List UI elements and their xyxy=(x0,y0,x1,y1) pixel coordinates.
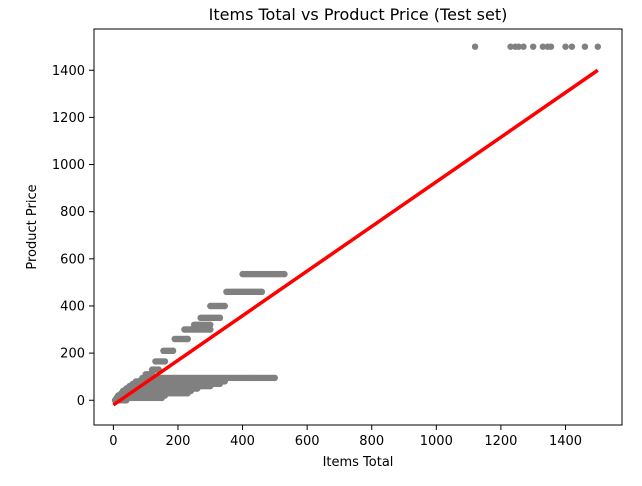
data-point-728 xyxy=(281,270,288,278)
y-tick-label-1000: 1000 xyxy=(52,158,85,173)
plot-area-frame xyxy=(93,28,623,426)
data-point-587 xyxy=(169,347,177,354)
chart-title: Items Total vs Product Price (Test set) xyxy=(209,5,508,24)
data-point-555 xyxy=(271,374,278,382)
data-point-756 xyxy=(562,43,569,50)
y-tick-label-1200: 1200 xyxy=(52,111,85,126)
x-tick-label-1400: 1400 xyxy=(549,434,582,449)
y-axis: 0 200 400 600 800 1000 1200 1400 xyxy=(52,64,94,409)
data-point-635 xyxy=(207,321,214,328)
x-tick-label-1000: 1000 xyxy=(420,434,453,449)
y-axis-label: Product Price xyxy=(25,184,40,269)
data-point-747 xyxy=(471,43,479,50)
data-point-752 xyxy=(530,43,537,50)
regression-line-layer xyxy=(112,68,599,407)
x-axis: 0 200 400 600 800 1000 1200 1400 xyxy=(109,425,582,449)
data-point-753 xyxy=(539,43,547,50)
x-tick-label-1200: 1200 xyxy=(484,434,517,449)
data-points xyxy=(111,43,601,404)
data-point-751 xyxy=(520,43,527,50)
data-point-665 xyxy=(221,302,228,310)
x-tick-label-800: 800 xyxy=(359,434,384,449)
y-tick-label-0: 0 xyxy=(77,394,85,409)
y-tick-label-1400: 1400 xyxy=(52,64,85,79)
x-tick-label-400: 400 xyxy=(230,434,255,449)
data-point-694 xyxy=(258,288,266,295)
x-axis-label: Items Total xyxy=(323,455,394,470)
y-tick-label-200: 200 xyxy=(60,347,85,362)
data-point-652 xyxy=(216,314,224,321)
data-point-758 xyxy=(581,43,589,50)
data-point-599 xyxy=(184,335,191,343)
y-tick-label-800: 800 xyxy=(60,205,85,220)
data-point-578 xyxy=(161,358,169,365)
regression-line xyxy=(112,68,599,407)
x-tick-label-600: 600 xyxy=(295,434,320,449)
data-point-750 xyxy=(515,43,522,50)
x-tick-label-0: 0 xyxy=(109,434,117,449)
x-tick-label-200: 200 xyxy=(166,434,191,449)
data-point-748 xyxy=(507,43,514,50)
y-tick-label-400: 400 xyxy=(60,299,85,314)
data-point-759 xyxy=(594,43,601,50)
y-tick-label-600: 600 xyxy=(60,252,85,267)
data-point-755 xyxy=(547,43,555,50)
data-point-757 xyxy=(568,43,576,50)
